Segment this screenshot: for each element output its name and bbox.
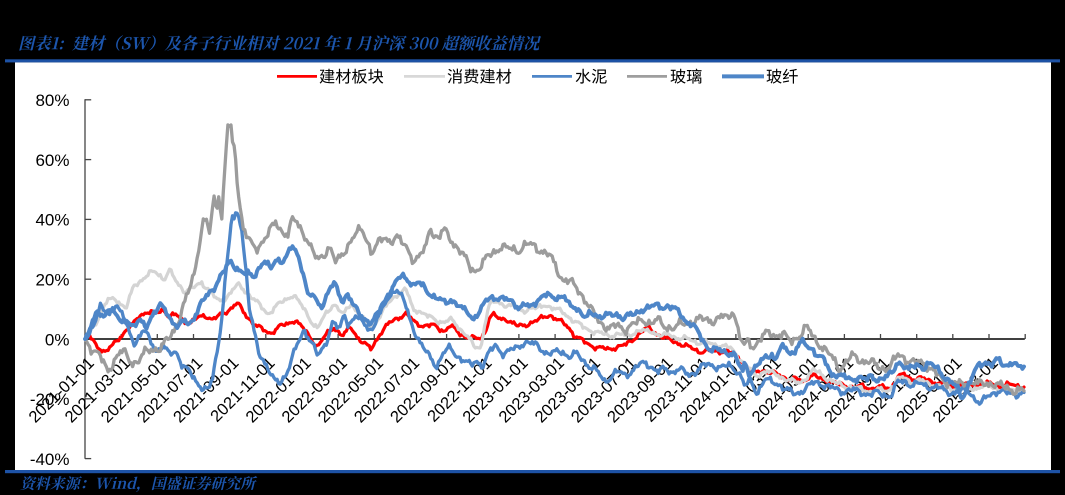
- svg-text:20%: 20%: [35, 271, 69, 290]
- svg-text:-20%: -20%: [30, 390, 70, 409]
- svg-text:-40%: -40%: [30, 450, 70, 469]
- svg-text:80%: 80%: [35, 91, 69, 110]
- svg-text:60%: 60%: [35, 151, 69, 170]
- svg-text:0%: 0%: [45, 330, 70, 349]
- svg-text:40%: 40%: [35, 211, 69, 230]
